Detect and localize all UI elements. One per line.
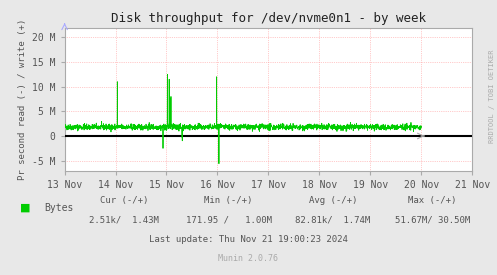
- Text: Bytes: Bytes: [45, 203, 74, 213]
- Text: 171.95 /   1.00M: 171.95 / 1.00M: [185, 216, 272, 224]
- Text: 82.81k/  1.74M: 82.81k/ 1.74M: [295, 216, 371, 224]
- Text: ■: ■: [20, 203, 30, 213]
- Y-axis label: Pr second read (-) / write (+): Pr second read (-) / write (+): [17, 18, 26, 180]
- Text: 2.51k/  1.43M: 2.51k/ 1.43M: [89, 216, 159, 224]
- Text: Avg (-/+): Avg (-/+): [309, 196, 357, 205]
- Text: Max (-/+): Max (-/+): [408, 196, 457, 205]
- Text: Cur (-/+): Cur (-/+): [100, 196, 149, 205]
- Text: Min (-/+): Min (-/+): [204, 196, 253, 205]
- Text: RRDTOOL / TOBI OETIKER: RRDTOOL / TOBI OETIKER: [489, 50, 495, 143]
- Title: Disk throughput for /dev/nvme0n1 - by week: Disk throughput for /dev/nvme0n1 - by we…: [111, 12, 426, 25]
- Text: 51.67M/ 30.50M: 51.67M/ 30.50M: [395, 216, 470, 224]
- Text: Munin 2.0.76: Munin 2.0.76: [219, 254, 278, 263]
- Text: Last update: Thu Nov 21 19:00:23 2024: Last update: Thu Nov 21 19:00:23 2024: [149, 235, 348, 244]
